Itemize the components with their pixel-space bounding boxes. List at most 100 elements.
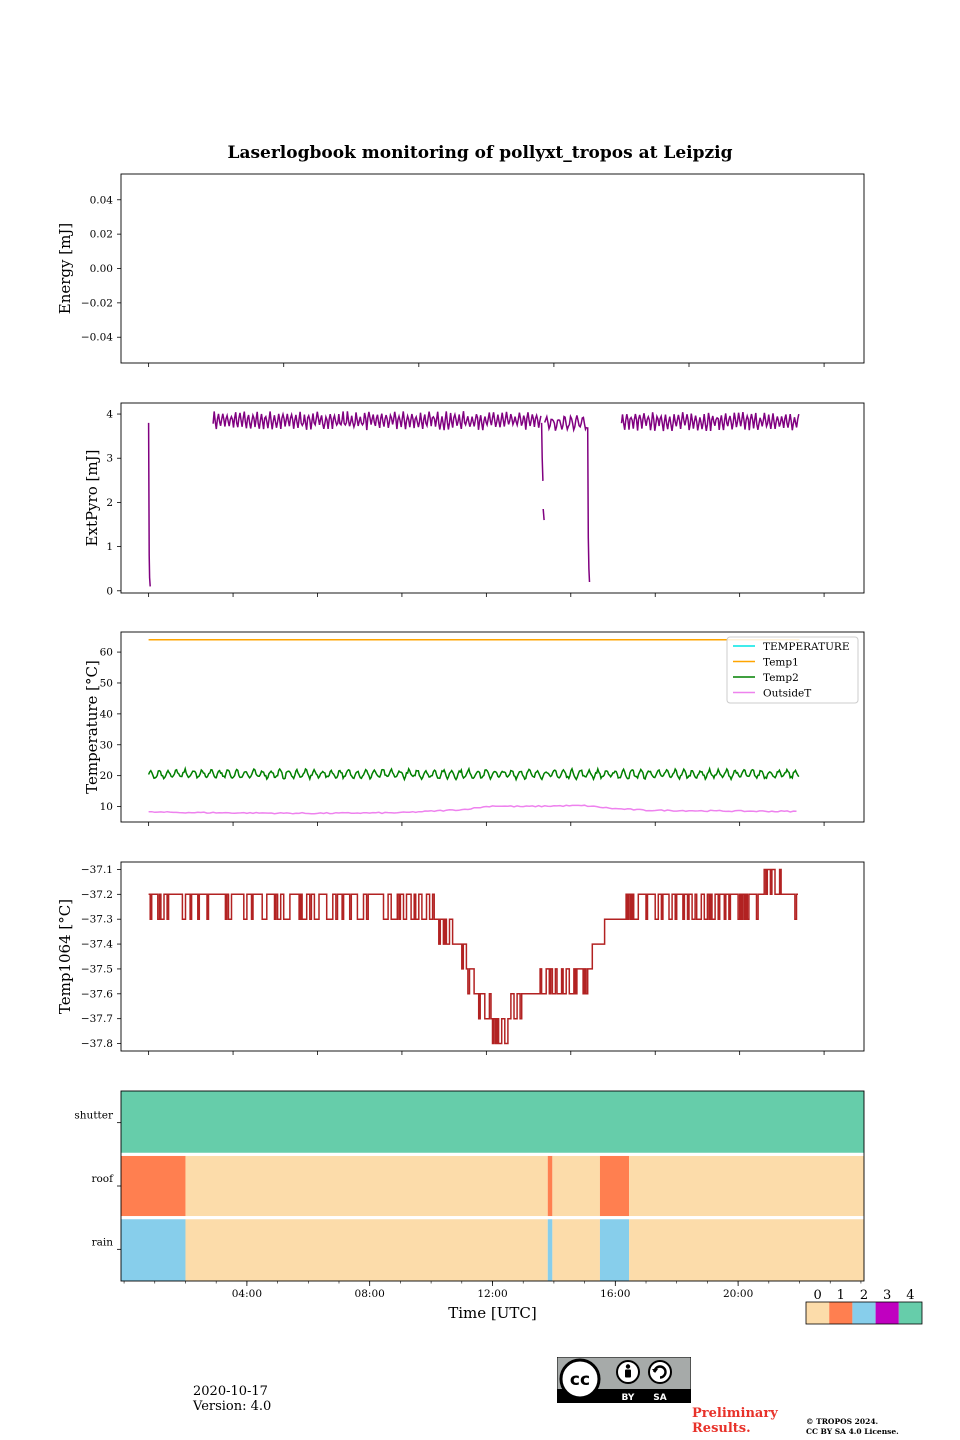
temperature-legend: TEMPERATURE Temp1 Temp2 OutsideT [726, 636, 859, 704]
temp1064-ylabel: Temp1064 [°C] [56, 899, 74, 1014]
status-cell-rain-5 [629, 1219, 864, 1281]
svg-text:cc: cc [570, 1370, 590, 1390]
extpyro-series-segment-2 [540, 422, 544, 482]
preliminary-line-2: Results. [692, 1421, 751, 1436]
date-label: 2020-10-17 [193, 1384, 268, 1399]
extpyro-series-segment-3 [542, 508, 545, 521]
status-xtick-label: 04:00 [232, 1288, 262, 1300]
x-axis-label: Time [UTC] [448, 1304, 537, 1322]
date-version-block: 2020-10-17 Version: 4.0 [193, 1384, 271, 1414]
extpyro-series-segment-0 [147, 422, 151, 587]
extpyro-series-segment-6 [620, 411, 800, 432]
cc-license-badge: cc BY SA [557, 1357, 691, 1403]
legend-label-temp1: Temp1 [763, 657, 799, 669]
panel-extpyro: 0 1 2 3 4 ExtPyro [mJ] [83, 402, 865, 597]
temperature-ylabel: Temperature [°C] [83, 660, 101, 794]
extpyro-axes-frame [120, 402, 865, 594]
extpyro-ytick-label: 1 [106, 541, 113, 553]
extpyro-ytick-label: 0 [106, 585, 113, 597]
status-row-label-rain: rain [92, 1236, 114, 1248]
svg-text:SA: SA [653, 1393, 666, 1403]
extpyro-ytick-label: 4 [106, 409, 113, 421]
temp1064-ytick-label: −37.8 [81, 1038, 113, 1050]
colorbar-swatch-0 [806, 1302, 830, 1324]
status-xtick-label: 08:00 [355, 1288, 385, 1300]
temperature-ytick-label: 20 [100, 770, 113, 782]
temp1064-ytick-label: −37.6 [81, 988, 113, 1000]
status-row-label-roof: roof [91, 1173, 114, 1185]
status-xtick-label: 16:00 [600, 1288, 630, 1300]
colorbar-label-2: 2 [860, 1288, 868, 1303]
extpyro-series-segment-5 [586, 427, 591, 583]
colorbar-label-1: 1 [837, 1288, 845, 1303]
colorbar-swatch-3 [875, 1302, 899, 1324]
colorbar-label-3: 3 [883, 1288, 891, 1303]
status-cell-rain-4 [599, 1219, 630, 1281]
status-cell-roof-1 [185, 1155, 548, 1217]
status-cell-rain-2 [547, 1219, 553, 1281]
colorbar-swatch-4 [898, 1302, 922, 1324]
version-label: Version: 4.0 [193, 1399, 272, 1414]
temp1064-ytick-label: −37.4 [81, 939, 113, 951]
colorbar-label-4: 4 [906, 1288, 914, 1303]
series-temp1064 [148, 868, 798, 1045]
extpyro-series-segment-1 [212, 411, 542, 431]
chart-title: Laserlogbook monitoring of pollyxt_tropo… [227, 143, 732, 163]
extpyro-ylabel: ExtPyro [mJ] [83, 450, 101, 547]
temperature-ytick-label: 40 [100, 708, 113, 720]
series-outsidet [148, 804, 797, 815]
panel-status: shutter roof rain 04:00 08:00 12:00 16:00 20:00… [74, 1090, 923, 1325]
status-cell-rain-0 [121, 1219, 186, 1281]
preliminary-note: Preliminary Results. [692, 1406, 778, 1436]
status-cell-shutter-0 [121, 1091, 864, 1153]
status-cell-rain-3 [552, 1219, 600, 1281]
copyright-line-2: CC BY SA 4.0 License. [806, 1427, 899, 1436]
colorbar-swatch-2 [852, 1302, 876, 1324]
status-cell-rain-1 [185, 1219, 548, 1281]
temp1064-ytick-label: −37.2 [81, 889, 113, 901]
temp1064-ytick-label: −37.3 [81, 914, 113, 926]
temperature-ytick-label: 50 [100, 677, 113, 689]
status-row-label-shutter: shutter [74, 1110, 114, 1122]
temperature-ytick-label: 60 [100, 647, 113, 659]
energy-ylabel: Energy [mJ] [56, 223, 74, 314]
colorbar-frame [805, 1301, 923, 1325]
energy-ytick-label: 0.02 [90, 229, 113, 241]
legend-frame [726, 636, 859, 704]
status-xtick-label: 12:00 [477, 1288, 507, 1300]
extpyro-ytick-label: 2 [106, 497, 113, 509]
legend-label-temp2: Temp2 [763, 672, 799, 684]
status-cell-roof-0 [121, 1155, 186, 1217]
status-cell-roof-2 [547, 1155, 553, 1217]
status-cell-roof-5 [629, 1155, 864, 1217]
preliminary-line-1: Preliminary [692, 1406, 778, 1421]
energy-axes-frame [120, 173, 865, 364]
temp1064-ytick-label: −37.7 [81, 1013, 113, 1025]
temperature-ytick-label: 30 [100, 739, 113, 751]
legend-label-temperature: TEMPERATURE [763, 641, 850, 653]
panel-temp1064: −37.1 −37.2 −37.3 −37.4 −37.5 −37.6 −37.7 −37.8… [56, 861, 865, 1055]
colorbar-label-0: 0 [813, 1288, 821, 1303]
legend-label-outsidet: OutsideT [763, 688, 811, 700]
status-cell-roof-3 [552, 1155, 600, 1217]
temperature-ytick-label: 10 [100, 801, 113, 813]
status-xtick-label: 20:00 [723, 1288, 753, 1300]
extpyro-series-segment-4 [543, 413, 588, 433]
series-temp2 [147, 766, 800, 782]
energy-ytick-label: 0.00 [90, 263, 113, 275]
panel-energy: −0.04 −0.02 0.00 0.02 0.04 Energy [mJ] [56, 173, 865, 367]
temp1064-ytick-label: −37.1 [81, 864, 113, 876]
svg-text:BY: BY [622, 1393, 635, 1403]
energy-ytick-label: 0.04 [90, 194, 114, 206]
energy-ytick-label: −0.04 [81, 332, 113, 344]
temp1064-ytick-label: −37.5 [81, 963, 113, 975]
energy-ytick-label: −0.02 [81, 297, 113, 309]
copyright-note: © TROPOS 2024. CC BY SA 4.0 License. [806, 1417, 899, 1437]
copyright-line-1: © TROPOS 2024. [806, 1417, 879, 1426]
status-cell-roof-4 [599, 1155, 630, 1217]
colorbar-swatch-1 [829, 1302, 853, 1324]
extpyro-ytick-label: 3 [106, 453, 113, 465]
